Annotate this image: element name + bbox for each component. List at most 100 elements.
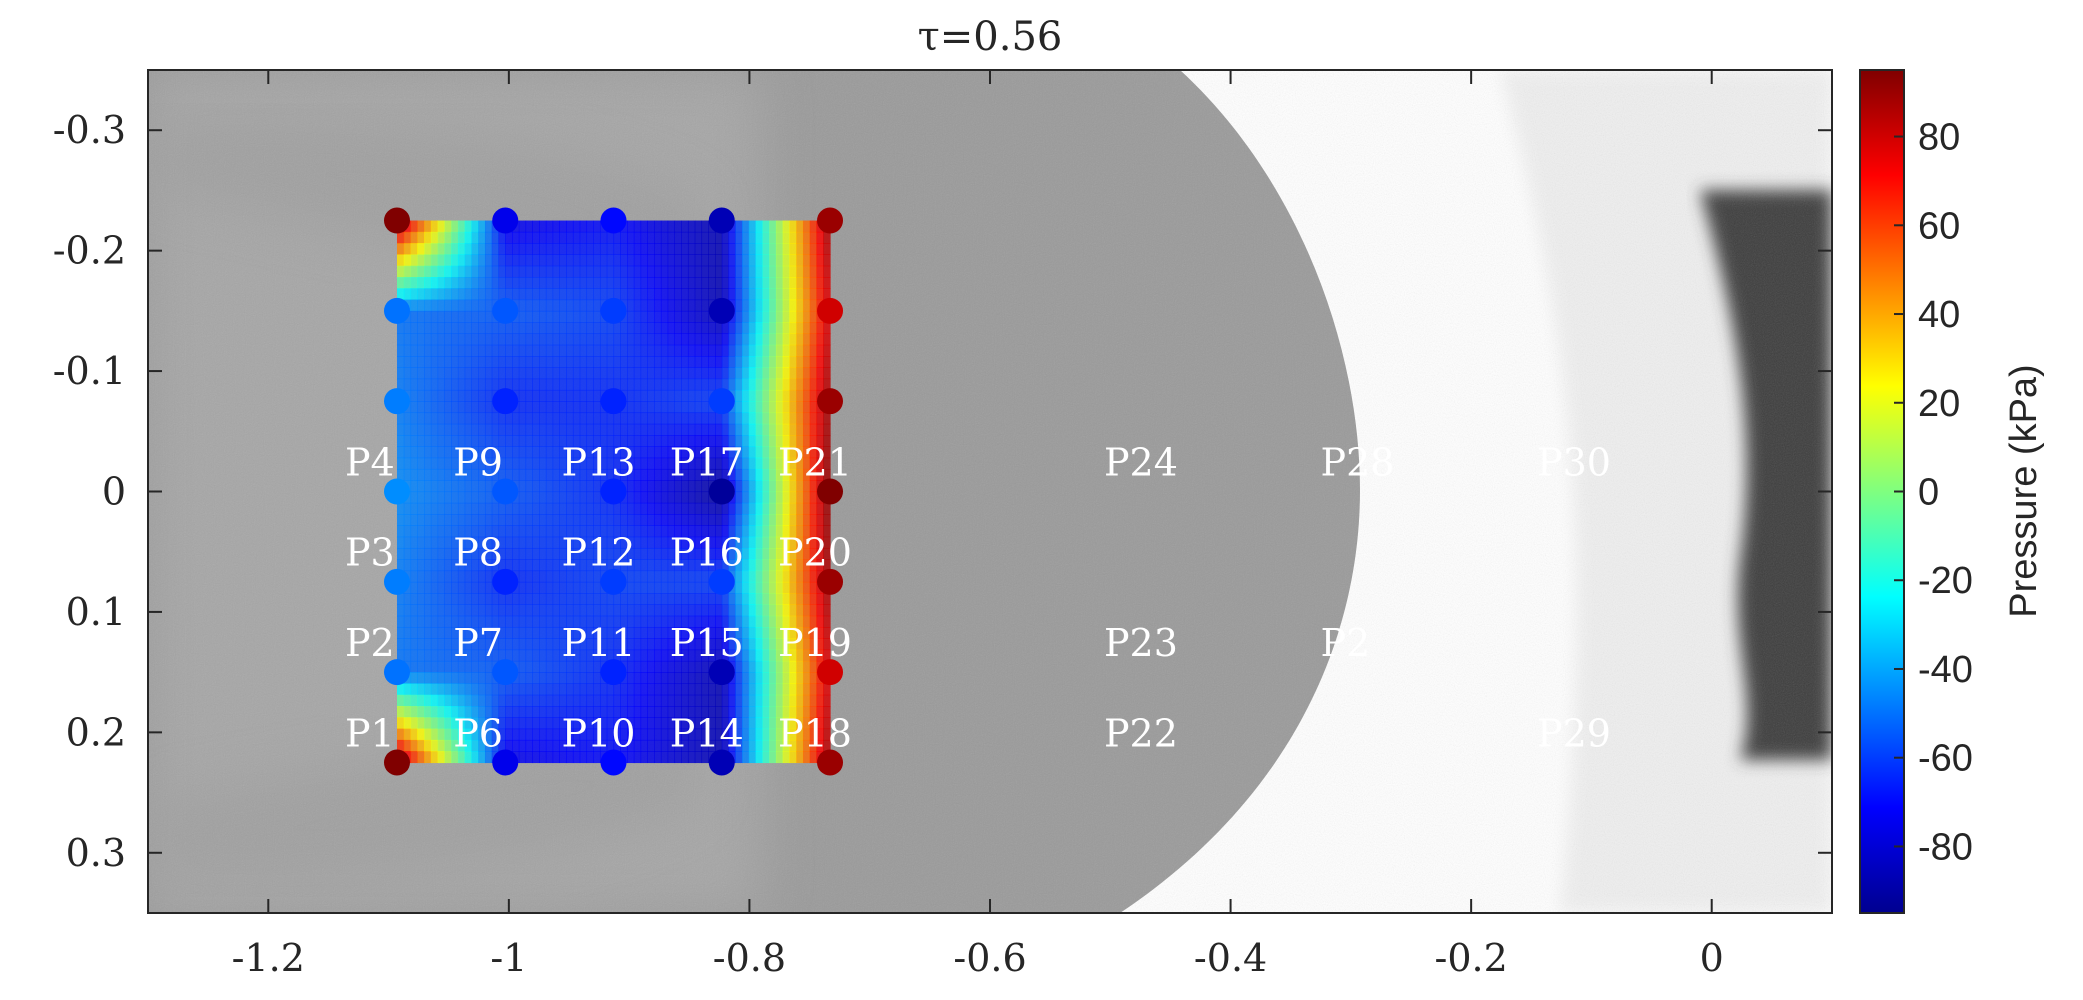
contour-cell [660, 728, 669, 741]
contour-cell [579, 310, 588, 323]
contour-cell [532, 649, 540, 662]
contour-cell [539, 626, 547, 639]
contour-cell [424, 468, 432, 481]
contour-cell [660, 378, 669, 391]
contour-cell [424, 367, 432, 380]
contour-cell [471, 604, 479, 617]
contour-cell [498, 694, 506, 707]
contour-cell [451, 491, 459, 504]
contour-cell [572, 480, 581, 493]
contour-cell [762, 468, 770, 481]
contour-cell [769, 220, 777, 233]
contour-cell [701, 299, 709, 312]
contour-cell [586, 446, 594, 459]
contour-cell [410, 299, 418, 312]
contour-cell [728, 412, 736, 425]
contour-cell [627, 649, 635, 662]
contour-cell [518, 423, 527, 436]
contour-cell [613, 694, 621, 707]
contour-cell [687, 706, 696, 718]
contour-cell [532, 581, 540, 594]
contour-cell [769, 344, 777, 357]
contour-cell [525, 254, 533, 267]
contour-cell [464, 220, 473, 233]
contour-cell [714, 288, 723, 301]
contour-cell [681, 672, 689, 685]
contour-cell [478, 310, 486, 323]
contour-cell [721, 367, 730, 380]
contour-cell [539, 435, 547, 447]
contour-cell [775, 683, 784, 696]
contour-cell [593, 547, 601, 560]
contour-cell [559, 502, 567, 515]
contour-cell [627, 593, 635, 606]
contour-cell [667, 446, 676, 459]
sensor-label: P8 [453, 531, 503, 575]
contour-cell [620, 739, 628, 752]
contour-cell [721, 626, 730, 639]
contour-cell [674, 333, 682, 346]
contour-cell [572, 547, 581, 560]
contour-cell [769, 480, 777, 493]
contour-cell [579, 593, 588, 606]
contour-cell [816, 435, 824, 447]
contour-cell [789, 547, 797, 560]
contour-cell [599, 276, 608, 289]
contour-cell [708, 547, 716, 560]
contour-cell [735, 457, 743, 470]
contour-cell [424, 435, 432, 447]
contour-cell [572, 660, 581, 673]
contour-cell [633, 423, 642, 436]
contour-cell [484, 310, 493, 323]
contour-cell [559, 536, 567, 549]
contour-cell [640, 333, 648, 346]
contour-cell [451, 604, 459, 617]
contour-cell [424, 231, 432, 244]
contour-cell [735, 660, 743, 673]
contour-cell [674, 706, 682, 718]
contour-cell [660, 593, 669, 606]
contour-cell [552, 672, 560, 685]
contour-cell [687, 423, 696, 436]
contour-cell [586, 401, 594, 414]
contour-cell [769, 333, 777, 346]
contour-cell [633, 502, 642, 515]
contour-cell [437, 333, 445, 346]
contour-cell [633, 231, 642, 244]
contour-cell [444, 706, 452, 718]
contour-cell [762, 502, 770, 515]
contour-cell [694, 299, 703, 312]
contour-cell [444, 751, 452, 764]
contour-cell [721, 288, 730, 301]
contour-cell [593, 604, 601, 617]
contour-cell [586, 435, 594, 447]
contour-cell [809, 389, 818, 402]
contour-cell [464, 649, 473, 662]
contour-cell [410, 502, 418, 515]
contour-cell [660, 683, 669, 696]
contour-cell [789, 683, 797, 696]
contour-cell [471, 559, 479, 572]
contour-cell [403, 423, 412, 436]
contour-cell [437, 638, 445, 651]
contour-cell [647, 626, 655, 639]
contour-cell [532, 367, 540, 380]
contour-cell [694, 728, 703, 741]
contour-cell [809, 615, 818, 628]
contour-cell [674, 536, 682, 549]
contour-cell [478, 728, 486, 741]
contour-cell [742, 638, 750, 651]
contour-cell [748, 423, 757, 436]
contour-cell [728, 457, 736, 470]
contour-cell [566, 333, 574, 346]
contour-cell [430, 581, 439, 594]
contour-cell [457, 480, 466, 493]
contour-cell [559, 593, 567, 606]
contour-cell [647, 739, 655, 752]
contour-cell [769, 604, 777, 617]
sensor-marker [492, 207, 519, 234]
contour-cell [755, 367, 763, 380]
contour-cell [539, 480, 547, 493]
contour-cell [714, 231, 723, 244]
contour-cell [484, 378, 493, 391]
